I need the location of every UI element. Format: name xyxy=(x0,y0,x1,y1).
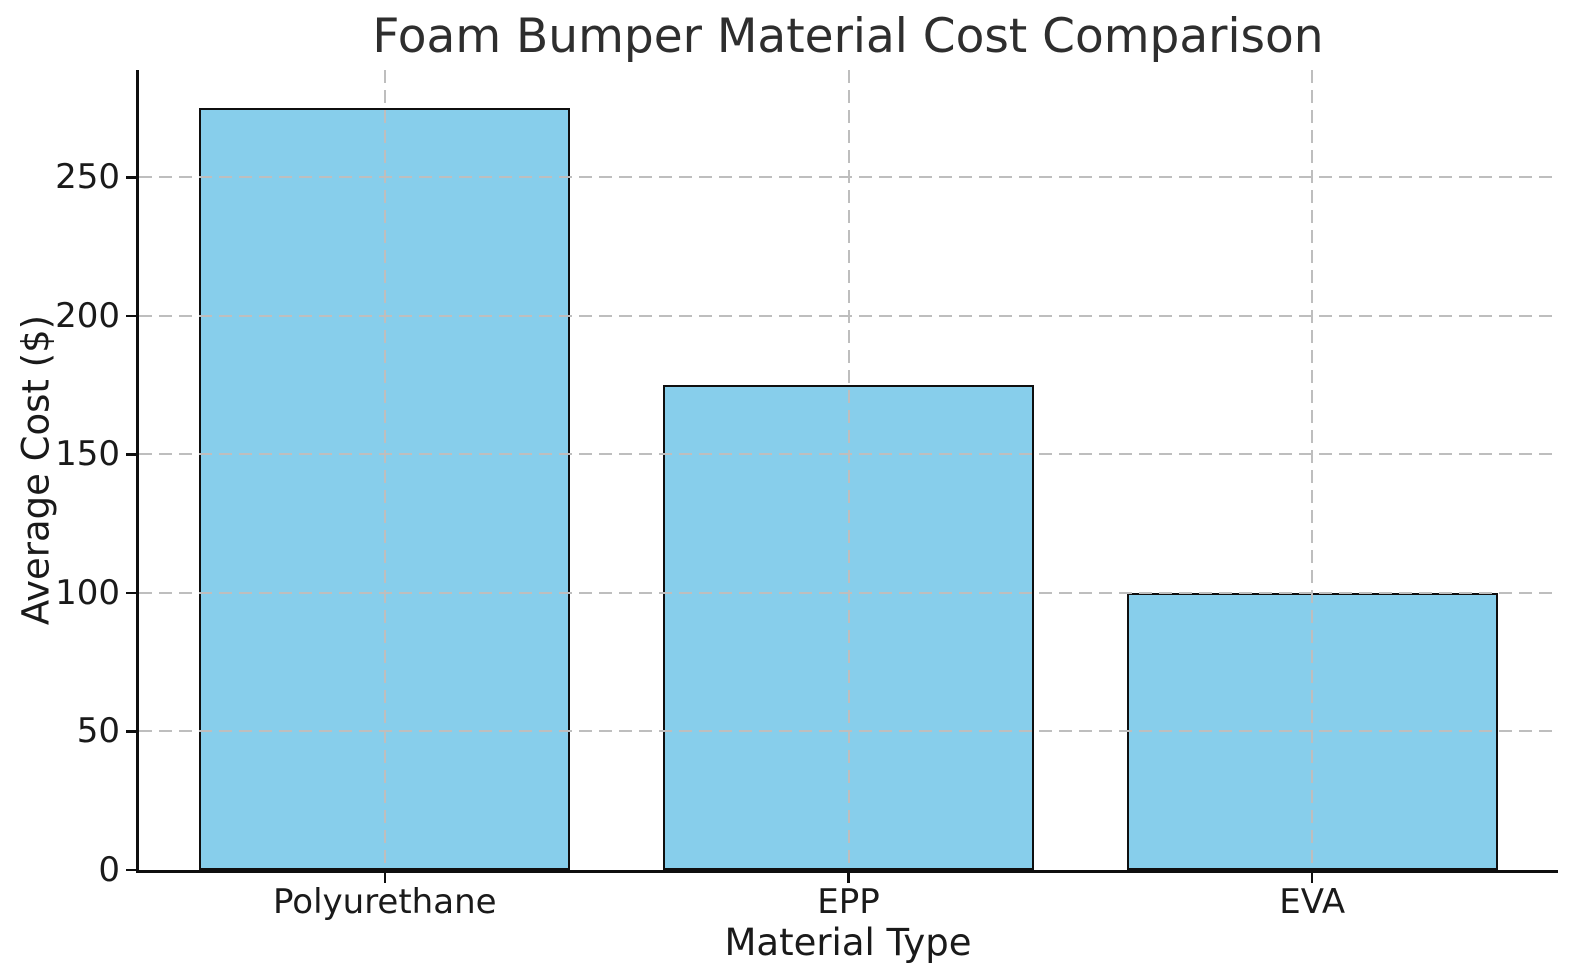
y-tick-label-200: 200 xyxy=(55,295,120,336)
x-tick-label-eva: EVA xyxy=(1279,882,1346,922)
y-tick-label-0: 0 xyxy=(98,850,120,890)
y-tick-label-250: 250 xyxy=(55,157,120,198)
y-tick-label-150: 150 xyxy=(55,434,120,475)
y-tick-250 xyxy=(126,176,136,179)
y-tick-100 xyxy=(126,591,136,595)
y-tick-200 xyxy=(126,314,136,318)
y-tick-label-100: 100 xyxy=(55,572,120,613)
grid-line-x-epp xyxy=(847,70,850,870)
x-axis-spine xyxy=(136,870,1558,873)
y-tick-label-50: 50 xyxy=(76,711,120,752)
grid-line-x-polyurethane xyxy=(383,70,386,870)
grid-line-x-eva xyxy=(1311,70,1314,870)
x-tick-eva xyxy=(1310,873,1314,883)
x-axis-label: Material Type xyxy=(724,921,972,964)
x-tick-epp xyxy=(847,873,850,883)
y-tick-0 xyxy=(126,868,136,872)
chart-title: Foam Bumper Material Cost Comparison xyxy=(372,9,1324,64)
y-tick-50 xyxy=(126,730,136,733)
x-tick-label-polyurethane: Polyurethane xyxy=(272,882,497,922)
y-axis-spine xyxy=(136,70,139,873)
y-tick-150 xyxy=(126,453,136,456)
x-tick-label-epp: EPP xyxy=(817,882,880,922)
x-tick-polyurethane xyxy=(383,873,387,883)
